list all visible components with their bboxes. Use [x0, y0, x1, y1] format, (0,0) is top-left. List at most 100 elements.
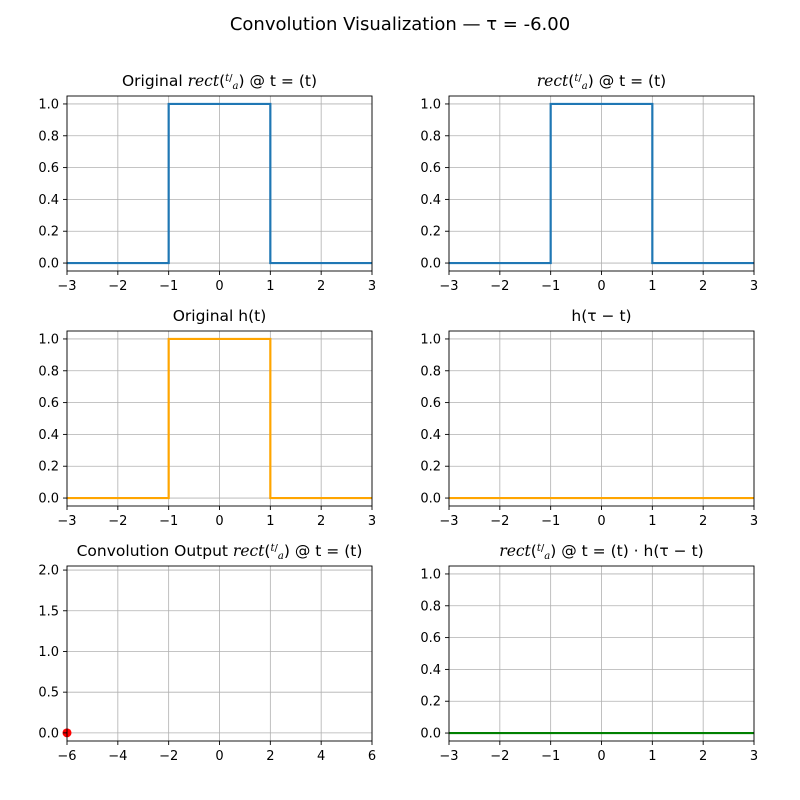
title-frac-num: t	[537, 543, 542, 554]
x-tick-label: 6	[368, 749, 376, 764]
y-tick-label: 0.4	[420, 663, 441, 678]
title-frac-bar: /	[229, 73, 233, 84]
x-tick-label: −1	[159, 514, 178, 529]
title-suffix: @ t = (t) · h(τ − t)	[556, 542, 703, 560]
subplot-title: Original rect(t/a) @ t = (t)	[122, 72, 317, 92]
subplot-p1: Original rect(t/a) @ t = (t) −3 −2 −1 0 1 2 3 0.…	[38, 72, 376, 294]
x-tick-label: 3	[368, 279, 376, 294]
x-tick-label: −3	[439, 514, 458, 529]
subplot-p4: h(τ − t) −3 −2 −1 0 1 2 3 0.0 0.2 0.4 0.6 0.8 1.0	[420, 307, 758, 529]
title-frac-num: t	[270, 543, 275, 554]
x-tick-label: −6	[57, 749, 76, 764]
title-func: rect	[188, 72, 220, 90]
title-frac-bar: /	[275, 543, 279, 554]
subplot-p3: Original h(t) −3 −2 −1 0 1 2 3 0.0 0.2 0.4 0.6 0.8 1.…	[38, 307, 376, 529]
y-tick-label: 1.0	[420, 332, 441, 347]
series-line	[67, 102, 372, 265]
x-tick-label: 2	[317, 279, 325, 294]
y-tick-label: 1.0	[38, 645, 59, 660]
x-tick-label: 3	[750, 514, 758, 529]
x-tick-label: −3	[57, 514, 76, 529]
title-func: rect	[499, 542, 531, 560]
title-frac-num: t	[225, 73, 230, 84]
series-line	[449, 102, 754, 265]
x-tick-label: 2	[699, 279, 707, 294]
y-tick-label: 1.0	[38, 332, 59, 347]
title-paren-close: )	[588, 72, 594, 90]
x-tick-label: −2	[108, 514, 127, 529]
x-tick-label: 3	[750, 279, 758, 294]
y-tick-label: 0.0	[420, 492, 441, 507]
x-tick-label: 0	[597, 749, 605, 764]
y-tick-label: 2.0	[38, 564, 59, 579]
x-tick-label: −1	[541, 514, 560, 529]
y-tick-label: 0.4	[38, 428, 59, 443]
title-suffix: @ t = (t)	[245, 72, 317, 90]
x-tick-label: 3	[368, 514, 376, 529]
title-frac-num: t	[574, 73, 579, 84]
subplot-p6: rect(t/a) @ t = (t) · h(τ − t) −3 −2 −1 0 1 2 3…	[420, 542, 758, 764]
y-tick-label: 0.2	[420, 225, 441, 240]
x-tick-label: 1	[266, 279, 274, 294]
y-tick-label: 0.5	[38, 686, 59, 701]
subplot-p2: rect(t/a) @ t = (t) −3 −2 −1 0 1 2 3 0.0 0.2 0.4 0.…	[420, 72, 758, 294]
y-tick-label: 0.0	[38, 726, 59, 741]
y-tick-label: 0.6	[420, 631, 441, 646]
x-tick-label: 1	[266, 514, 274, 529]
y-tick-label: 0.6	[38, 396, 59, 411]
y-tick-label: 0.2	[420, 460, 441, 475]
y-tick-label: 0.0	[420, 727, 441, 742]
title-frac-den: a	[278, 551, 284, 562]
x-tick-label: 1	[648, 514, 656, 529]
title-frac-bar: /	[578, 73, 582, 84]
x-tick-label: 2	[266, 749, 274, 764]
y-tick-label: 0.6	[38, 161, 59, 176]
subplot-p5: Convolution Output rect(t/a) @ t = (t) −6…	[38, 542, 376, 764]
title-paren-open: (	[531, 542, 537, 560]
y-tick-label: 0.2	[38, 460, 59, 475]
title-paren-open: (	[264, 542, 270, 560]
x-tick-label: −2	[490, 279, 509, 294]
y-tick-label: 0.0	[38, 257, 59, 272]
title-paren-close: )	[550, 542, 556, 560]
title-frac-den: a	[582, 81, 588, 92]
x-tick-label: 3	[750, 749, 758, 764]
x-tick-label: −3	[57, 279, 76, 294]
x-tick-label: 1	[648, 749, 656, 764]
title-frac-den: a	[233, 81, 239, 92]
title-paren-close: )	[284, 542, 290, 560]
y-tick-label: 0.6	[420, 396, 441, 411]
title-paren-open: (	[568, 72, 574, 90]
x-tick-label: 0	[215, 749, 223, 764]
title-frac-den: a	[544, 551, 550, 562]
y-tick-label: 0.4	[420, 428, 441, 443]
title-prefix: Convolution Output	[77, 542, 233, 560]
x-tick-label: 2	[699, 514, 707, 529]
x-tick-label: 4	[317, 749, 325, 764]
x-tick-label: −2	[490, 514, 509, 529]
x-tick-label: −3	[439, 749, 458, 764]
y-tick-label: 0.8	[38, 364, 59, 379]
title-frac-bar: /	[541, 543, 545, 554]
y-tick-label: 1.0	[420, 567, 441, 582]
x-tick-label: −2	[159, 749, 178, 764]
series-line	[67, 337, 372, 500]
x-tick-label: −1	[159, 279, 178, 294]
y-tick-label: 0.8	[420, 129, 441, 144]
y-tick-label: 0.8	[38, 129, 59, 144]
y-tick-label: 0.4	[420, 193, 441, 208]
subplot-title: h(τ − t)	[571, 307, 631, 325]
y-tick-label: 0.4	[38, 193, 59, 208]
x-tick-label: 0	[215, 514, 223, 529]
y-tick-label: 1.0	[38, 97, 59, 112]
x-tick-label: 2	[317, 514, 325, 529]
title-func: rect	[537, 72, 569, 90]
y-tick-label: 0.2	[420, 695, 441, 710]
subplot-title: Original h(t)	[173, 307, 267, 325]
x-tick-label: 0	[597, 514, 605, 529]
y-tick-label: 0.8	[420, 364, 441, 379]
x-tick-label: −2	[490, 749, 509, 764]
x-tick-label: 0	[215, 279, 223, 294]
title-paren-open: (	[219, 72, 225, 90]
